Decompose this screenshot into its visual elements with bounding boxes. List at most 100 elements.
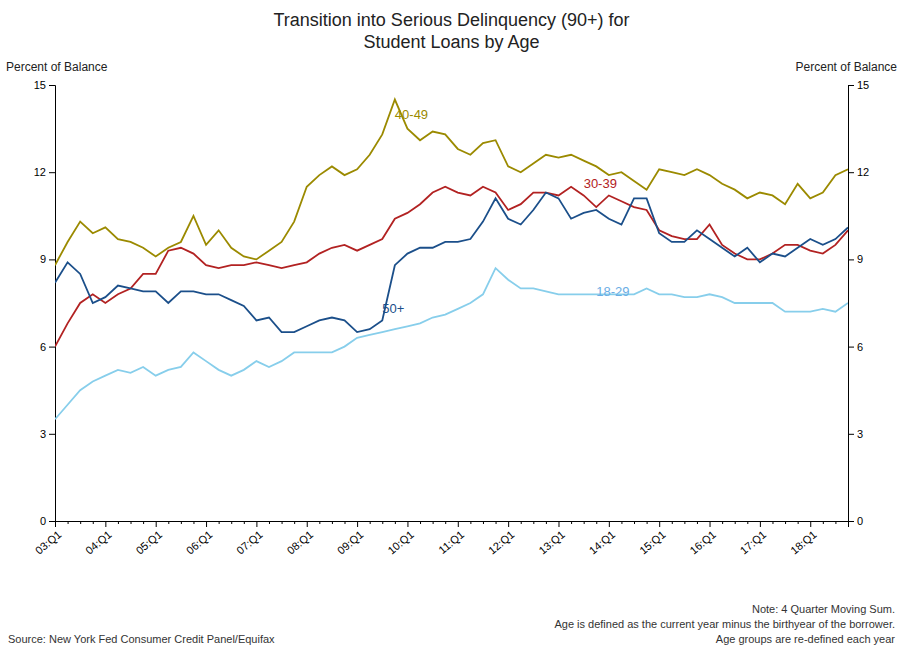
x-tick-mark [332,521,333,524]
x-tick-mark [735,521,736,524]
x-tick: 11:Q1 [436,521,466,556]
x-tick-label: 05:Q1 [133,528,164,556]
x-tick-mark [647,521,648,524]
x-tick: 12:Q1 [486,521,517,557]
x-tick: 16:Q1 [687,521,718,557]
x-tick-mark [458,521,459,527]
x-tick [772,521,773,524]
x-tick-mark [445,521,446,524]
x-tick [345,521,346,524]
x-tick-mark [672,521,673,524]
note: Note: 4 Quarter Moving Sum. [752,603,895,615]
y-tick-mark [49,521,55,522]
x-tick-mark [168,521,169,524]
y2-tick-mark [848,172,854,173]
x-tick: 13:Q1 [536,521,567,557]
x-tick-mark [760,521,761,527]
x-tick-label: 07:Q1 [234,528,265,556]
y2-axis: 03691215 [848,79,869,527]
x-tick-mark [156,521,157,527]
y2-tick-label: 12 [857,166,869,178]
y-axis-title: Percent of Balance [6,60,108,74]
x-tick-mark [571,521,572,524]
plot: 03:Q1 04:Q1 05:Q1 06:Q1 07:Q1 08:Q1 09:Q1 10:Q1… [33,79,869,557]
x-tick [470,521,471,524]
x-tick [521,521,522,524]
y2-tick-mark [848,85,854,86]
x-tick [269,521,270,524]
series-label: 40-49 [395,107,428,122]
y2-tick-mark [848,521,854,522]
x-tick [647,521,648,524]
x-tick: 17:Q1 [738,521,769,557]
x-tick-mark [105,521,106,527]
x-tick [332,521,333,524]
series-line [55,187,848,347]
x-tick: 05:Q1 [133,521,164,557]
x-tick-mark [93,521,94,524]
y-tick-mark [49,259,55,260]
series-label: 50+ [382,301,404,316]
series-line [55,193,848,333]
title: Transition into Serious Delinquency (90+… [273,10,629,52]
y2-tick-mark [848,347,854,348]
x-tick-mark [370,521,371,524]
y2-tick: 3 [848,428,863,440]
x-tick-mark [609,521,610,527]
x-tick-mark [772,521,773,524]
x-tick-mark [697,521,698,524]
x-tick-label: 04:Q1 [83,528,114,556]
x-tick-mark [407,521,408,527]
x-tick [533,521,534,524]
x-tick-mark [483,521,484,524]
x-tick: 10:Q1 [385,521,416,557]
series-label: 18-29 [596,284,629,299]
y2-tick-mark [848,259,854,260]
x-tick [118,521,119,524]
x-tick-mark [835,521,836,524]
y-tick-label: 15 [34,79,46,91]
x-tick-label: 08:Q1 [285,528,316,556]
x-tick-label: 03:Q1 [33,528,64,556]
x-tick: 04:Q1 [83,521,114,557]
x-tick: 18:Q1 [788,521,819,557]
y-axis-line [49,86,56,522]
x-tick-mark [68,521,69,524]
x-tick-mark [496,521,497,524]
x-tick [143,521,144,524]
x-tick: 08:Q1 [285,521,316,557]
x-tick-mark [256,521,257,527]
x-tick-mark [810,521,811,527]
x-tick: 06:Q1 [184,521,215,557]
series-line [55,100,848,266]
series-label: 30-39 [584,176,617,191]
x-tick-mark [294,521,295,524]
y-tick-label: 12 [34,166,46,178]
y-tick: 12 [34,166,55,178]
y2-tick: 0 [848,515,863,527]
lines [55,100,848,420]
x-tick-mark [546,521,547,524]
x-tick [282,521,283,524]
x-tick [219,521,220,524]
x-tick-mark [533,521,534,524]
y2-tick-label: 9 [857,253,863,265]
y2-tick-label: 3 [857,428,863,440]
x-tick-mark [433,521,434,524]
x-tick: 03:Q1 [33,521,64,557]
x-tick-mark [382,521,383,524]
x-tick-label: 17:Q1 [738,528,769,556]
y-axis: 03691215 [34,79,56,527]
y-tick: 9 [40,253,55,265]
x-tick: 09:Q1 [335,521,366,557]
x-tick [785,521,786,524]
x-tick-label: 14:Q1 [587,528,618,556]
x-tick-mark [357,521,358,527]
x-tick [131,521,132,524]
x-tick [634,521,635,524]
y2-tick-mark [848,434,854,435]
x-tick-mark [470,521,471,524]
y-tick-label: 3 [40,428,46,440]
x-tick-label: 12:Q1 [486,528,517,556]
x-tick-mark [395,521,396,524]
